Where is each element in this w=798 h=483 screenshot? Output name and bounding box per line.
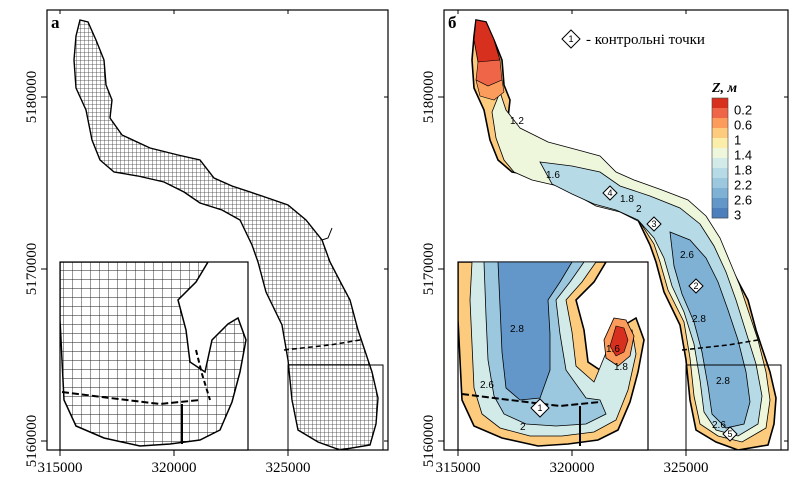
legend-title: Z, м	[711, 81, 738, 96]
legend-label: 0.6	[734, 118, 752, 133]
y-tick-a-1: 5160000	[24, 415, 40, 468]
svg-text:1: 1	[537, 403, 542, 413]
legend-swatch	[712, 168, 728, 179]
inset-contour-label: 1.8	[614, 362, 628, 373]
legend-label: 1.4	[734, 148, 752, 163]
legend-label: 3	[734, 208, 741, 223]
x-tick-b-2: 320000	[550, 460, 595, 476]
y-tick-b-2: 5170000	[421, 243, 437, 296]
control-point-3[interactable]: 3	[646, 216, 662, 232]
legend-label: 2.6	[734, 193, 752, 208]
svg-text:3: 3	[651, 219, 656, 229]
svg-text:2: 2	[693, 281, 698, 291]
panel-b-letter: б	[448, 13, 457, 32]
svg-text:5: 5	[727, 429, 732, 439]
control-point-4[interactable]: 4	[602, 185, 618, 201]
legend-swatch	[712, 118, 728, 129]
legend-label: 1	[734, 133, 741, 148]
control-point-5[interactable]: 5	[722, 426, 738, 442]
legend-frame	[711, 97, 729, 219]
panel-a-letter: а	[51, 13, 60, 32]
legend-swatch	[712, 188, 728, 199]
contour-label: 2	[636, 204, 642, 215]
legend-colorbar	[711, 97, 729, 219]
svg-text:4: 4	[607, 188, 612, 198]
legend-swatch	[712, 108, 728, 119]
inset-contour-label: 2.8	[510, 324, 524, 335]
control-point-1[interactable]: 1	[530, 398, 550, 418]
legend-labels: 0.20.611.41.82.22.63	[734, 103, 752, 223]
panel-b-ticks	[438, 10, 788, 456]
inset-b: 2.8 1.6 1.8 2.6 2 1	[457, 261, 649, 451]
legend-label: 0.2	[734, 103, 752, 118]
panel-a-ticks	[41, 10, 388, 456]
y-tick-b-1: 5160000	[421, 415, 437, 468]
x-tick-a-3: 325000	[266, 460, 311, 476]
legend-swatch	[712, 98, 728, 109]
contour-label: 1.6	[546, 170, 560, 181]
depth-zone-deep	[669, 231, 751, 429]
contour-label: 2.6	[680, 250, 694, 261]
legend-swatch	[712, 158, 728, 169]
control-point-2[interactable]: 2	[688, 278, 704, 294]
diamond-marker-icon	[561, 29, 581, 49]
x-tick-a-1: 315000	[38, 460, 83, 476]
inset-marker-box-b	[685, 364, 782, 450]
note-text: - контрольні точки	[586, 32, 705, 48]
x-tick-b-1: 315000	[436, 460, 481, 476]
inset-contour-label: 1.6	[606, 344, 620, 355]
legend-swatch	[712, 208, 728, 219]
depth-legend: Z, м 0.20.611.41.82.22.63	[711, 81, 752, 223]
legend-swatch	[712, 198, 728, 209]
control-point-note: 1 - контрольні точки	[561, 29, 705, 49]
y-tick-b-3: 5180000	[421, 71, 437, 124]
legend-swatch	[712, 148, 728, 159]
map-dashed-line	[681, 339, 759, 351]
inset-a-mesh	[60, 262, 247, 447]
panel-b: б 1.2 1.6 1.8 2 2.6 2.8 2.8	[421, 9, 789, 476]
panel-a: а	[24, 9, 389, 476]
svg-text:1: 1	[568, 34, 573, 44]
inset-a	[59, 261, 249, 451]
mesh-dashed-line	[283, 339, 361, 351]
inset-contour-label: 2	[520, 422, 526, 433]
river-mesh	[73, 19, 379, 450]
contour-label: 2.8	[692, 314, 706, 325]
legend-swatch	[712, 128, 728, 139]
y-tick-a-3: 5180000	[24, 71, 40, 124]
y-tick-a-2: 5170000	[24, 243, 40, 296]
contour-label: 2.8	[716, 376, 730, 387]
inset-marker-box-a	[287, 364, 384, 450]
x-tick-b-3: 325000	[664, 460, 709, 476]
inset-contour-label: 2.6	[480, 380, 494, 391]
tributary	[321, 227, 333, 241]
legend-swatch	[712, 138, 728, 149]
legend-swatch	[712, 178, 728, 189]
contour-label: 1.2	[510, 116, 524, 127]
legend-label: 1.8	[734, 163, 752, 178]
legend-label: 2.2	[734, 178, 752, 193]
contour-label: 2.6	[712, 420, 726, 431]
x-tick-a-2: 320000	[152, 460, 197, 476]
contour-label: 1.8	[620, 194, 634, 205]
